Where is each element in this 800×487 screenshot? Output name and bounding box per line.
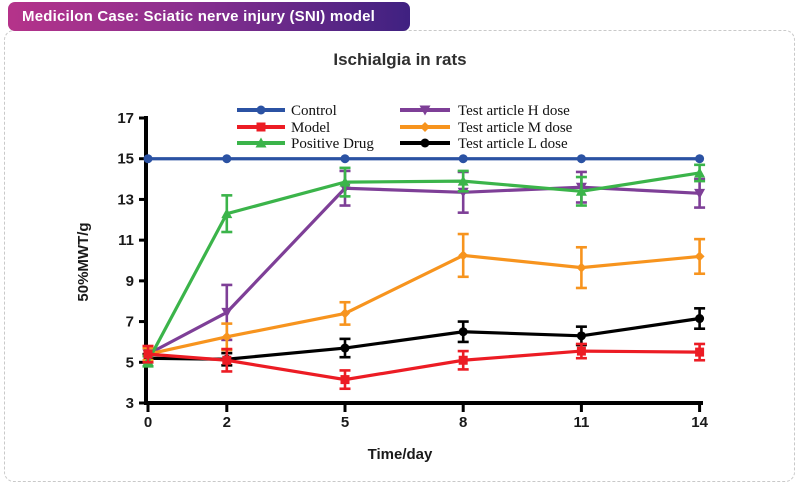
data-point-marker: [694, 188, 706, 199]
data-point-marker: [575, 185, 587, 196]
legend-label: Model: [291, 120, 330, 136]
data-point-marker: [458, 154, 468, 164]
y-tick-label: 9: [126, 273, 134, 290]
data-point-marker: [340, 343, 350, 353]
data-point-marker: [694, 167, 706, 178]
legend-label: Control: [291, 103, 337, 119]
data-point-marker: [576, 346, 586, 356]
data-point-marker: [221, 307, 233, 318]
legend-marker: [256, 105, 266, 115]
legend-label: Positive Drug: [291, 136, 374, 152]
y-tick-label: 7: [126, 314, 134, 331]
data-point-marker: [222, 154, 232, 164]
data-point-marker: [576, 154, 586, 164]
data-point-marker: [221, 208, 233, 219]
x-tick-label: 8: [459, 414, 467, 431]
legend-marker: [420, 138, 430, 148]
data-point-marker: [457, 175, 469, 186]
case-title-badge: Medicilon Case: Sciatic nerve injury (SN…: [8, 2, 410, 31]
series-control: [143, 154, 705, 164]
x-tick-label: 5: [341, 414, 349, 431]
x-tick-label: 0: [144, 414, 152, 431]
data-point-marker: [695, 347, 705, 357]
data-point-marker: [458, 250, 469, 261]
data-point-marker: [340, 308, 350, 319]
series-line: [147, 253, 700, 356]
legend-item-control: Control: [237, 103, 337, 119]
legend-marker: [419, 105, 431, 116]
series-model: [142, 342, 706, 391]
data-point-marker: [458, 327, 468, 337]
legend-item-test-article-m-dose: Test article M dose: [400, 120, 573, 136]
axes: 3 5 7 9 11 13 15 17 0 2 5 8 11 14: [117, 110, 708, 431]
y-tick-label: 11: [118, 232, 134, 249]
y-tick-label: 13: [117, 191, 134, 208]
legend-marker: [256, 122, 266, 132]
y-tick-label: 15: [117, 151, 134, 168]
legend-label: Test article L dose: [458, 136, 568, 152]
data-point-marker: [339, 176, 351, 187]
x-axis-label: Time/day: [367, 446, 433, 463]
chart-title: Ischialgia in rats: [333, 50, 467, 69]
y-tick-label: 3: [126, 395, 134, 412]
legend-item-test-article-l-dose: Test article L dose: [400, 136, 568, 152]
data-point-marker: [143, 154, 153, 164]
data-point-marker: [340, 154, 350, 164]
y-tick-label: 17: [117, 110, 134, 127]
data-point-marker: [221, 331, 232, 342]
data-point-marker: [694, 251, 705, 262]
legend-label: Test article M dose: [458, 120, 573, 136]
data-point-marker: [458, 355, 468, 365]
legend-item-positive-drug: Positive Drug: [237, 136, 374, 152]
figure-card: [4, 30, 795, 482]
x-tick-label: 14: [691, 414, 708, 431]
legend-item-model: Model: [237, 120, 330, 136]
series-line: [146, 171, 700, 363]
legend-item-test-article-h-dose: Test article H dose: [400, 103, 570, 119]
data-point-marker: [576, 331, 586, 341]
data-point-marker: [576, 262, 587, 273]
x-tick-label: 2: [223, 414, 231, 431]
x-tick-label: 11: [573, 414, 589, 431]
legend-marker: [420, 122, 430, 132]
legend-label: Test article H dose: [458, 103, 570, 119]
series-line: [147, 349, 700, 382]
data-point-marker: [143, 349, 153, 359]
data-point-marker: [695, 314, 705, 324]
y-axis-label: 50%MWT/g: [75, 222, 92, 302]
y-tick-label: 5: [126, 354, 134, 371]
data-point-marker: [340, 375, 350, 385]
legend-marker: [255, 137, 267, 148]
data-point-marker: [222, 355, 232, 365]
data-point-marker: [695, 154, 705, 164]
